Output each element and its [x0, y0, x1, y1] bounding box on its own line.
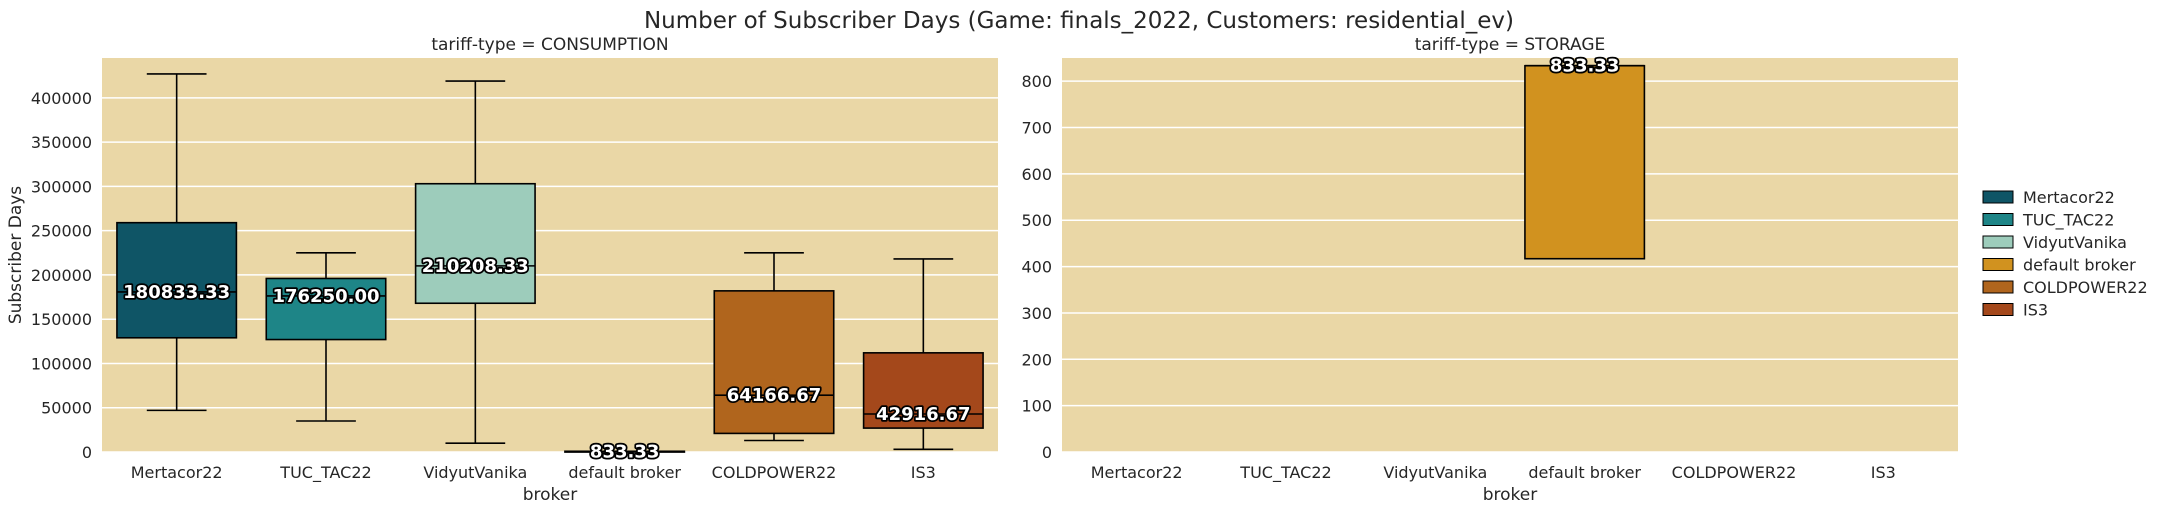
y-tick-label: 0 [1042, 443, 1052, 462]
legend-item-mertacor22: Mertacor22 [1982, 188, 2115, 207]
box-iqr [1524, 64, 1646, 260]
legend-label: VidyutVanika [2023, 233, 2127, 252]
y-tick-label: 400 [1021, 258, 1052, 277]
legend-swatch [1982, 235, 2014, 249]
legend-label: IS3 [2023, 301, 2048, 320]
y-tick-label: 150000 [31, 310, 92, 329]
gridlines-consumption [102, 97, 998, 453]
x-ticks-storage: Mertacor22 TUC_TAC22 VidyutVanika default b… [1091, 463, 1896, 483]
panel-consumption: tariff-type = CONSUMPTION 0 50000 100000 15… [6, 35, 998, 505]
legend-label: Mertacor22 [2023, 188, 2115, 207]
median-label-default-broker: 833.33 [590, 441, 659, 462]
median-label-vidyutvanika: 210208.33 [422, 256, 529, 277]
boxes-consumption [116, 73, 984, 453]
box-iqr [265, 277, 387, 341]
x-ticks-consumption: Mertacor22 TUC_TAC22 VidyutVanika default b… [131, 463, 936, 483]
legend-label: TUC_TAC22 [2022, 211, 2114, 231]
box-iqr [713, 290, 835, 435]
legend-swatch [1982, 303, 2014, 316]
y-tick-label: 800 [1021, 72, 1052, 91]
x-tick-label-is3: IS3 [911, 463, 936, 482]
panel-title-storage: tariff-type = STORAGE [1415, 35, 1606, 55]
x-tick-label-default-broker: default broker [568, 463, 681, 482]
median-labels-consumption: 180833.33 176250.00 210208.33 833.33 64166.6… [121, 254, 972, 464]
x-tick-label-mertacor22: Mertacor22 [131, 463, 223, 482]
y-tick-label: 250000 [31, 222, 92, 241]
gridlines-storage [1062, 80, 1958, 453]
box-default-broker [564, 450, 686, 453]
x-tick-label-default-broker: default broker [1528, 463, 1641, 482]
legend: Mertacor22 TUC_TAC22 VidyutVanika default b… [1982, 188, 2148, 320]
y-tick-label: 50000 [41, 399, 92, 418]
figure-title: Number of Subscriber Days (Game: finals_… [644, 8, 1514, 34]
legend-item-tuc-tac22: TUC_TAC22 [1982, 211, 2114, 231]
legend-item-default-broker: default broker [1982, 256, 2136, 275]
panel-storage: tariff-type = STORAGE 0 100 200 300 400 500 60… [1021, 35, 1958, 505]
box-default-broker [1524, 64, 1646, 260]
median-label-mertacor22: 180833.33 [123, 282, 230, 303]
median-label-is3: 42916.67 [876, 404, 971, 425]
y-ticks-storage: 0 100 200 300 400 500 600 700 800 [1021, 72, 1052, 462]
x-tick-label-coldpower22: COLDPOWER22 [712, 463, 837, 482]
y-tick-label: 400000 [31, 89, 92, 108]
median-label-tuc-tac22: 176250.00 [272, 286, 379, 307]
y-axis-label: Subscriber Days [6, 186, 26, 324]
x-axis-label-consumption: broker [523, 485, 578, 505]
box-iqr [414, 182, 536, 305]
y-tick-label: 300 [1021, 304, 1052, 323]
legend-swatch [1982, 213, 2014, 226]
legend-label: default broker [2023, 256, 2136, 275]
x-axis-label-storage: broker [1483, 485, 1538, 505]
box-is3 [862, 258, 984, 451]
plot-area-storage [1062, 58, 1958, 452]
y-ticks-consumption: 0 50000 100000 150000 200000 250000 300000 3500… [31, 89, 92, 462]
y-tick-label: 350000 [31, 133, 92, 152]
legend-item-is3: IS3 [1982, 301, 2048, 320]
box-tuc-tac22 [265, 251, 387, 422]
legend-label: COLDPOWER22 [2023, 278, 2148, 297]
y-tick-label: 700 [1021, 119, 1052, 138]
x-tick-label-tuc-tac22: TUC_TAC22 [279, 463, 371, 483]
box-mertacor22 [116, 73, 238, 412]
x-tick-label-vidyutvanika: VidyutVanika [1383, 463, 1487, 482]
y-tick-label: 500 [1021, 211, 1052, 230]
panel-title-consumption: tariff-type = CONSUMPTION [431, 35, 668, 55]
boxes-storage [1524, 64, 1646, 260]
plot-area-consumption [102, 58, 998, 452]
legend-swatch [1982, 258, 2014, 271]
x-tick-label-is3: IS3 [1871, 463, 1896, 482]
legend-item-vidyutvanika: VidyutVanika [1982, 233, 2127, 252]
box-vidyutvanika [414, 80, 536, 444]
median-labels-storage: 833.33 [1548, 54, 1621, 79]
y-tick-label: 200000 [31, 266, 92, 285]
median-label-default-broker: 833.33 [1550, 56, 1619, 77]
box-coldpower22 [713, 251, 835, 442]
legend-swatch [1982, 190, 2014, 204]
box-iqr [862, 352, 984, 429]
x-tick-label-tuc-tac22: TUC_TAC22 [1239, 463, 1331, 483]
x-tick-label-vidyutvanika: VidyutVanika [423, 463, 527, 482]
median-label-coldpower22: 64166.67 [727, 385, 822, 406]
legend-item-coldpower22: COLDPOWER22 [1982, 278, 2148, 297]
y-tick-label: 0 [82, 443, 92, 462]
box-iqr [116, 221, 238, 339]
y-tick-label: 300000 [31, 177, 92, 196]
y-tick-label: 600 [1021, 165, 1052, 184]
x-tick-label-mertacor22: Mertacor22 [1091, 463, 1183, 482]
y-tick-label: 200 [1021, 350, 1052, 369]
x-tick-label-coldpower22: COLDPOWER22 [1672, 463, 1797, 482]
y-tick-label: 100000 [31, 354, 92, 373]
legend-swatch [1982, 280, 2014, 294]
y-tick-label: 100 [1021, 397, 1052, 416]
